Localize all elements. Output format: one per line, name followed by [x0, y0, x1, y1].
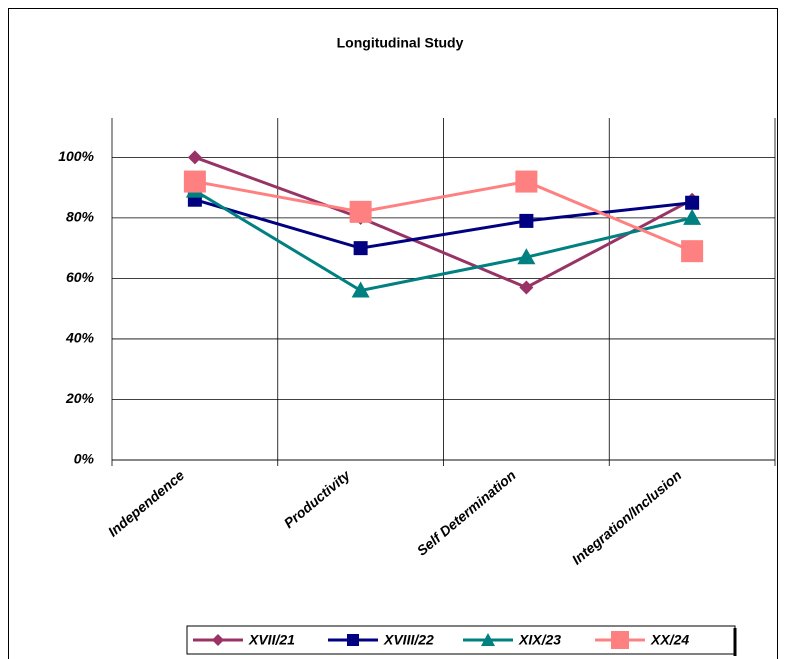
marker [183, 170, 206, 193]
legend-marker [481, 633, 495, 646]
series-line [194, 180, 693, 253]
legend-item: XVIII/22 [328, 632, 434, 648]
legend-marker [611, 631, 629, 649]
y-tick-label: 40% [65, 330, 95, 346]
series-line [194, 198, 693, 250]
marker [349, 200, 372, 223]
y-tick-label: 20% [65, 390, 95, 406]
chart-border [8, 8, 778, 659]
marker [519, 213, 534, 228]
legend-label: XVII/21 [248, 632, 295, 648]
chart-title: Longitudinal Study [337, 35, 464, 51]
marker [515, 170, 538, 193]
marker [681, 240, 704, 263]
marker [351, 281, 370, 298]
y-tick-label: 100% [58, 148, 94, 164]
series-line [194, 189, 693, 293]
legend-label: XVIII/22 [383, 632, 434, 648]
legend-label: XX/24 [650, 632, 689, 648]
legend-item: XIX/23 [463, 632, 561, 648]
y-tick-label: 80% [66, 209, 95, 225]
legend-item: XX/24 [595, 631, 689, 649]
legend-marker [212, 634, 224, 646]
marker [519, 280, 534, 295]
series-line [194, 155, 693, 290]
legend-item: XVII/21 [193, 632, 295, 648]
marker [685, 195, 700, 210]
marker [517, 248, 536, 265]
y-tick-label: 0% [74, 451, 95, 467]
y-tick-label: 60% [66, 269, 95, 285]
marker [187, 150, 202, 165]
legend-label: XIX/23 [518, 632, 561, 648]
marker [683, 208, 702, 225]
marker [353, 241, 368, 256]
legend-marker [347, 634, 359, 646]
